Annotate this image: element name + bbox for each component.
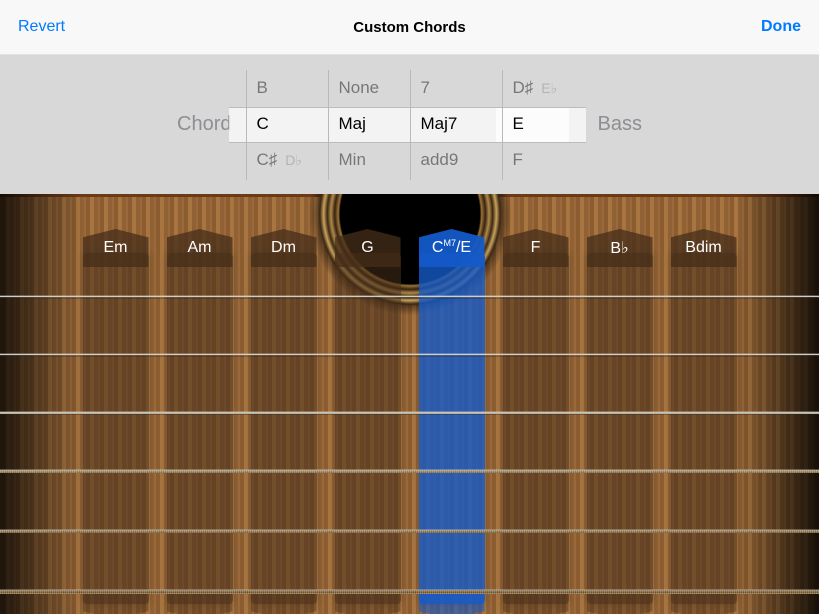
picker-ext-below: add9: [411, 142, 492, 178]
chord-strip-tail: [251, 593, 317, 614]
picker-root[interactable]: B C C♯D♭: [246, 70, 328, 180]
chord-strip-tail: [167, 593, 233, 614]
bass-label: Bass: [584, 113, 656, 136]
chord-picker: Chord B C C♯D♭ None Maj Min 7 Maj7 add9: [0, 55, 819, 194]
picker-root-selected: C: [247, 106, 328, 142]
chord-label: Chord: [163, 113, 245, 136]
guitar-strings: [0, 296, 819, 594]
picker-quality[interactable]: None Maj Min: [328, 70, 410, 180]
picker-ext-above: 7: [411, 70, 492, 106]
picker-bass-above: D♯E♭: [503, 70, 584, 106]
picker-root-below: C♯D♭: [247, 142, 328, 178]
picker-quality-below: Min: [329, 142, 410, 178]
picker-bass[interactable]: D♯E♭ E F: [502, 70, 584, 180]
chord-label: Am: [167, 229, 233, 267]
picker-ext-selected: Maj7: [411, 106, 492, 142]
picker-quality-selected: Maj: [329, 106, 410, 142]
page-title: Custom Chords: [0, 19, 819, 36]
chord-strip-tail: [83, 593, 149, 614]
revert-button[interactable]: Revert: [18, 18, 65, 36]
chord-label: Dm: [251, 229, 317, 267]
chord-label: Em: [83, 229, 149, 267]
picker-extension[interactable]: 7 Maj7 add9: [410, 70, 492, 180]
string-1[interactable]: [0, 296, 819, 297]
chord-label: B♭: [587, 229, 653, 267]
string-4[interactable]: [0, 470, 819, 473]
chord-strip-tail: [671, 593, 737, 614]
picker-quality-above: None: [329, 70, 410, 106]
picker-bass-selected: E: [503, 106, 584, 142]
chord-strip-tail: [503, 593, 569, 614]
chord-label: CM7/E: [419, 229, 485, 267]
chord-label: F: [503, 229, 569, 267]
chord-strip-tail: [419, 593, 485, 614]
fretboard: Em Am Dm G CM7/E F B♭ Bdim: [0, 194, 819, 614]
header-bar: Revert Custom Chords Done: [0, 0, 819, 55]
chord-strip-tail: [587, 593, 653, 614]
picker-root-above: B: [247, 70, 328, 106]
string-3[interactable]: [0, 412, 819, 414]
chord-label: G: [335, 229, 401, 267]
string-5[interactable]: [0, 530, 819, 534]
chord-label: Bdim: [671, 229, 737, 267]
string-6[interactable]: [0, 590, 819, 594]
chord-strip-tail: [335, 593, 401, 614]
string-2[interactable]: [0, 354, 819, 356]
picker-bass-below: F: [503, 142, 584, 178]
done-button[interactable]: Done: [761, 18, 801, 36]
